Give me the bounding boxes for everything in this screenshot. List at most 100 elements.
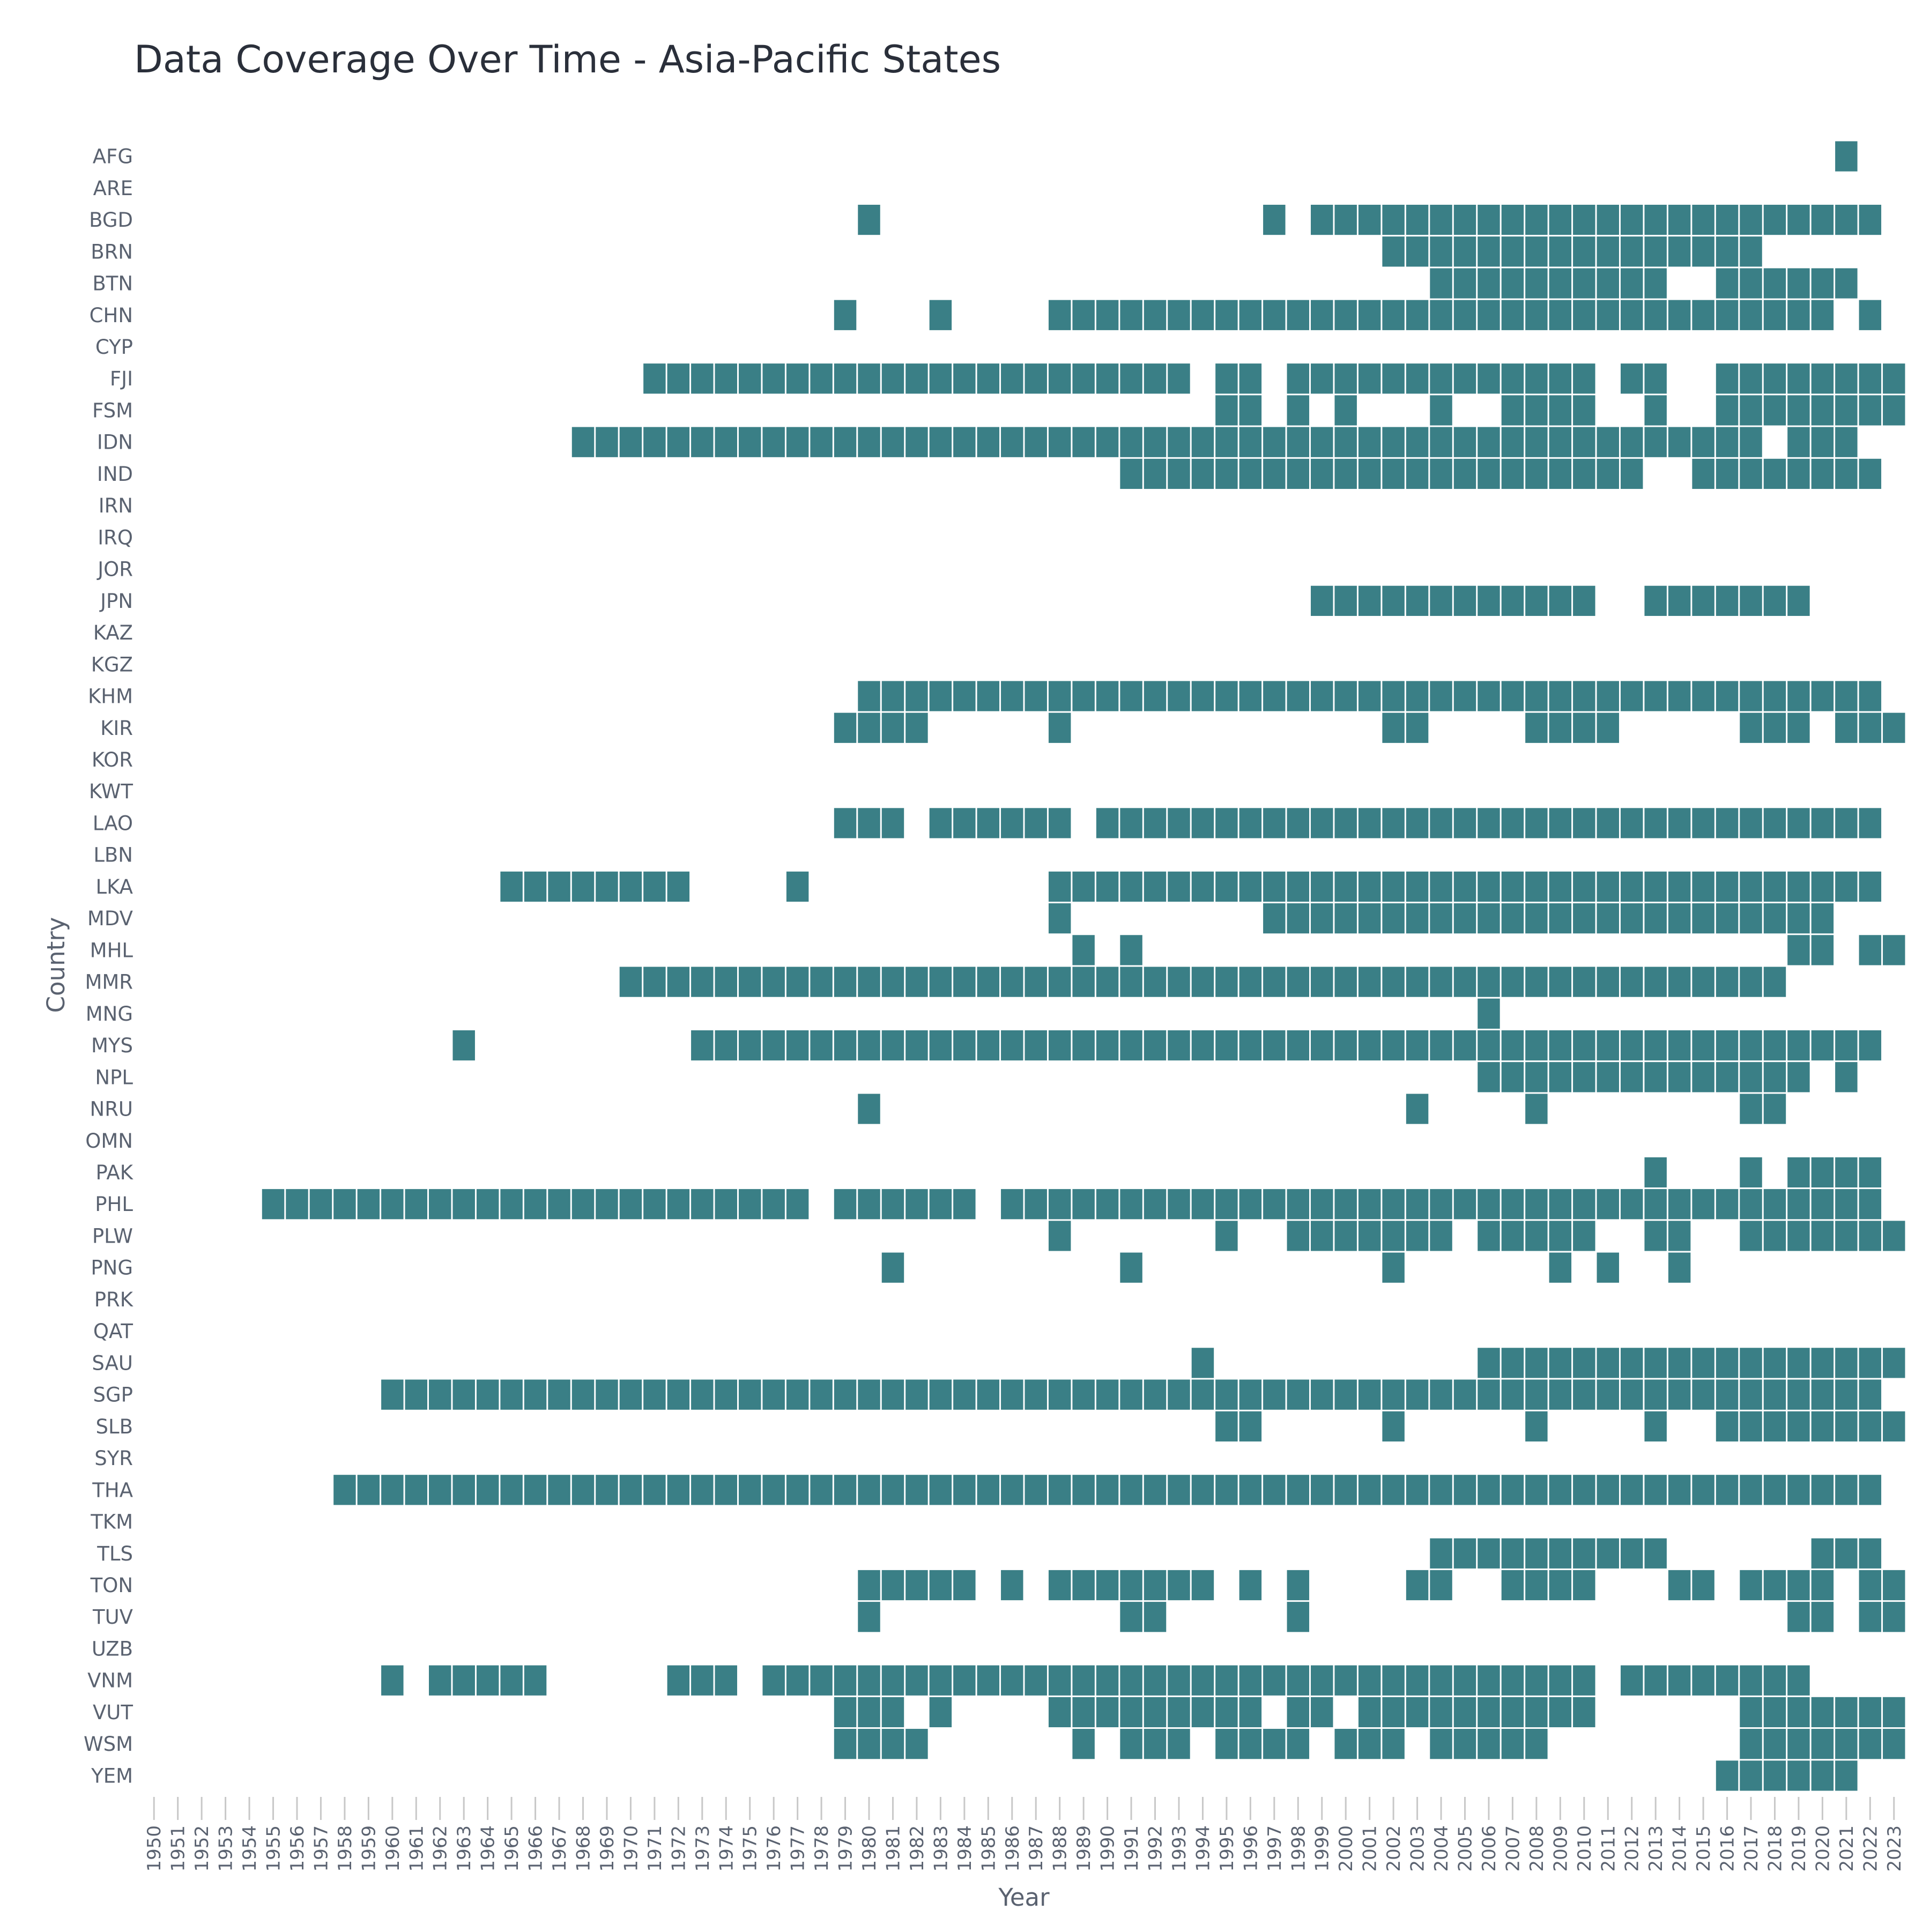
cell-jpn-2003	[1406, 585, 1429, 616]
cell-tha-1960	[381, 1475, 404, 1505]
cell-sgp-1997	[1263, 1379, 1286, 1410]
cell-sau-2017	[1740, 1348, 1762, 1378]
cell-jpn-2009	[1549, 585, 1572, 616]
cell-ind-2000	[1334, 458, 1357, 489]
cell-mmr-1970	[619, 967, 642, 997]
cell-mdv-2004	[1430, 903, 1452, 934]
cell-lao-2012	[1620, 808, 1643, 838]
cell-tls-2008	[1525, 1538, 1548, 1569]
y-tick-label-vut: VUT	[93, 1701, 133, 1724]
cell-sau-2013	[1644, 1348, 1667, 1378]
cell-jpn-2004	[1430, 585, 1452, 616]
cell-fji-2006	[1478, 363, 1500, 394]
cell-tha-1994	[1191, 1475, 1214, 1505]
cell-brn-2005	[1453, 236, 1476, 267]
cell-ton-2017	[1740, 1570, 1762, 1601]
cell-fji-1973	[691, 363, 714, 394]
cell-wsm-2022	[1859, 1729, 1882, 1759]
cell-phl-2008	[1525, 1189, 1548, 1220]
cell-sgp-2015	[1692, 1379, 1714, 1410]
cell-lao-1990	[1096, 808, 1119, 838]
cell-phl-2011	[1597, 1189, 1619, 1220]
cell-mys-2007	[1501, 1030, 1524, 1061]
x-tick-label-1977: 1977	[788, 1825, 809, 1872]
cell-fji-2010	[1573, 363, 1595, 394]
cell-npl-2009	[1549, 1062, 1572, 1093]
cell-fji-1975	[738, 363, 761, 394]
cell-bgd-1980	[858, 204, 880, 235]
y-tick-label-mng: MNG	[86, 1002, 133, 1026]
cell-mdv-2007	[1501, 903, 1524, 934]
y-tick-label-sgp: SGP	[93, 1384, 133, 1407]
cell-fji-1992	[1144, 363, 1167, 394]
cell-lka-1995	[1215, 871, 1238, 902]
cell-sgp-1985	[977, 1379, 1000, 1410]
cell-idn-1971	[643, 427, 666, 457]
cell-mys-1974	[715, 1030, 737, 1061]
x-tick-label-2003: 2003	[1407, 1825, 1429, 1872]
cell-ton-1990	[1096, 1570, 1119, 1601]
cell-phl-2016	[1716, 1189, 1739, 1220]
y-tick-label-sau: SAU	[92, 1351, 133, 1374]
cell-mmr-1976	[762, 967, 785, 997]
cell-plw-2014	[1668, 1221, 1691, 1251]
cell-mys-1998	[1287, 1030, 1310, 1061]
cell-idn-2012	[1620, 427, 1643, 457]
cell-mys-1995	[1215, 1030, 1238, 1061]
cell-lka-2020	[1811, 871, 1834, 902]
cell-kir-2021	[1835, 712, 1858, 743]
cell-mmr-1997	[1263, 967, 1286, 997]
cell-bgd-2020	[1811, 204, 1834, 235]
cell-fji-2012	[1620, 363, 1643, 394]
x-tick-label-1992: 1992	[1145, 1825, 1167, 1872]
x-tick-label-2015: 2015	[1693, 1825, 1714, 1872]
cell-yem-2019	[1787, 1760, 1810, 1791]
cell-tha-1961	[405, 1475, 428, 1505]
cell-idn-1974	[715, 427, 737, 457]
cell-lka-1988	[1048, 871, 1071, 902]
cell-idn-1988	[1048, 427, 1071, 457]
cell-idn-1991	[1120, 427, 1142, 457]
cell-wsm-1989	[1072, 1729, 1095, 1759]
cell-vnm-2016	[1716, 1665, 1739, 1696]
cell-tha-2008	[1525, 1475, 1548, 1505]
x-tick-label-2021: 2021	[1836, 1825, 1858, 1872]
cell-idn-1987	[1025, 427, 1047, 457]
coverage-cells	[262, 141, 1905, 1791]
cell-chn-2012	[1620, 300, 1643, 330]
cell-nru-2008	[1525, 1094, 1548, 1124]
cell-idn-2006	[1478, 427, 1500, 457]
cell-ton-2003	[1406, 1570, 1429, 1601]
cell-fji-1982	[905, 363, 928, 394]
cell-chn-2005	[1453, 300, 1476, 330]
cell-phl-1988	[1048, 1189, 1071, 1220]
cell-idn-1986	[1001, 427, 1023, 457]
cell-lka-1992	[1144, 871, 1167, 902]
cell-bgd-2003	[1406, 204, 1429, 235]
cell-mys-2013	[1644, 1030, 1667, 1061]
cell-sgp-2005	[1453, 1379, 1476, 1410]
cell-lao-2001	[1358, 808, 1381, 838]
cell-plw-2022	[1859, 1221, 1882, 1251]
cell-ton-1993	[1168, 1570, 1190, 1601]
cell-fji-1988	[1048, 363, 1071, 394]
cell-vnm-1973	[691, 1665, 714, 1696]
cell-phl-2002	[1382, 1189, 1405, 1220]
cell-png-1991	[1120, 1252, 1142, 1283]
cell-sgp-2008	[1525, 1379, 1548, 1410]
cell-chn-2011	[1597, 300, 1619, 330]
cell-vut-2004	[1430, 1697, 1452, 1728]
x-tick-label-1955: 1955	[263, 1825, 285, 1872]
cell-sgp-1965	[500, 1379, 523, 1410]
y-tick-label-wsm: WSM	[84, 1733, 133, 1756]
x-tick-label-1971: 1971	[644, 1825, 666, 1872]
cell-tha-2006	[1478, 1475, 1500, 1505]
cell-mys-2018	[1763, 1030, 1786, 1061]
y-tick-label-fji: FJI	[110, 367, 133, 390]
cell-pak-2017	[1740, 1157, 1762, 1188]
cell-jpn-2014	[1668, 585, 1691, 616]
cell-sgp-1962	[429, 1379, 451, 1410]
cell-vut-2006	[1478, 1697, 1500, 1728]
cell-tha-1987	[1025, 1475, 1047, 1505]
cell-tha-1969	[596, 1475, 618, 1505]
